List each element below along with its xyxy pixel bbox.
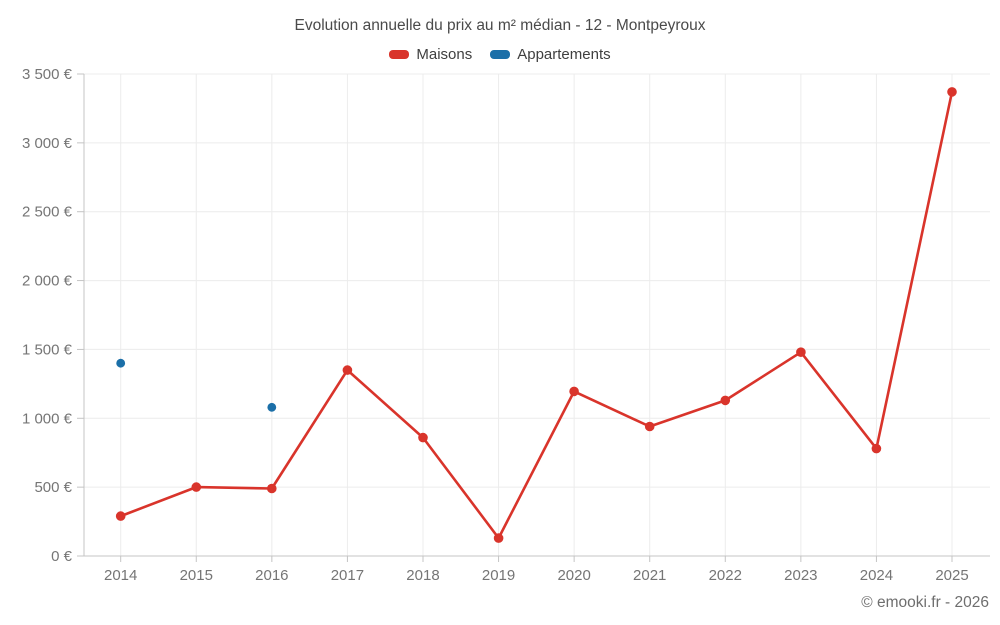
chart-title: Evolution annuelle du prix au m² médian … bbox=[294, 17, 706, 34]
x-tick-label: 2025 bbox=[935, 567, 968, 584]
x-tick-label: 2023 bbox=[784, 567, 817, 584]
data-point-maisons-2021[interactable] bbox=[644, 421, 655, 432]
legend-item-appartements[interactable]: Appartements bbox=[490, 46, 611, 63]
legend-marker-appartements bbox=[490, 50, 511, 59]
x-tick-label: 2020 bbox=[557, 567, 590, 584]
data-point-maisons-2018[interactable] bbox=[418, 432, 428, 443]
legend-label-maisons: Maisons bbox=[416, 46, 473, 63]
x-tick-label: 2021 bbox=[633, 567, 666, 584]
x-tick-label: 2019 bbox=[482, 567, 515, 584]
data-point-maisons-2014[interactable] bbox=[115, 511, 126, 521]
data-point-maisons-2020[interactable] bbox=[569, 386, 579, 397]
y-tick-label: 1 500 € bbox=[22, 341, 73, 358]
data-point-maisons-2024[interactable] bbox=[871, 443, 882, 454]
legend-label-appartements: Appartements bbox=[517, 46, 611, 63]
data-point-maisons-2023[interactable] bbox=[796, 347, 806, 358]
data-point-maisons-2025[interactable] bbox=[947, 87, 957, 97]
series-line-maisons bbox=[119, 90, 954, 540]
x-tick-label: 2015 bbox=[180, 567, 213, 584]
x-tick-label: 2017 bbox=[331, 567, 364, 584]
x-tick-label: 2016 bbox=[255, 567, 288, 584]
x-tick-label: 2014 bbox=[104, 567, 137, 584]
y-tick-label: 1 000 € bbox=[22, 410, 73, 427]
data-point-appartements-2014[interactable] bbox=[116, 358, 126, 368]
data-point-maisons-2022[interactable] bbox=[720, 395, 731, 406]
legend: Maisons Appartements bbox=[0, 46, 1000, 63]
y-tick-label: 2 000 € bbox=[22, 273, 73, 290]
copyright: © emooki.fr - 2026 bbox=[861, 594, 989, 611]
legend-item-maisons[interactable]: Maisons bbox=[389, 46, 472, 63]
data-point-appartements-2016[interactable] bbox=[267, 402, 277, 412]
data-point-maisons-2017[interactable] bbox=[342, 365, 353, 375]
data-point-maisons-2015[interactable] bbox=[191, 482, 202, 492]
x-tick-label: 2024 bbox=[860, 567, 893, 584]
legend-marker-maisons bbox=[389, 50, 410, 59]
y-tick-label: 0 € bbox=[51, 548, 73, 565]
y-tick-label: 500 € bbox=[34, 479, 72, 496]
x-tick-label: 2022 bbox=[709, 567, 742, 584]
y-tick-label: 2 500 € bbox=[22, 204, 73, 221]
y-tick-label: 3 000 € bbox=[22, 135, 73, 152]
data-point-maisons-2016[interactable] bbox=[267, 483, 277, 494]
data-point-maisons-2019[interactable] bbox=[493, 533, 504, 543]
x-tick-label: 2018 bbox=[406, 567, 439, 584]
y-tick-label: 3 500 € bbox=[22, 66, 73, 83]
